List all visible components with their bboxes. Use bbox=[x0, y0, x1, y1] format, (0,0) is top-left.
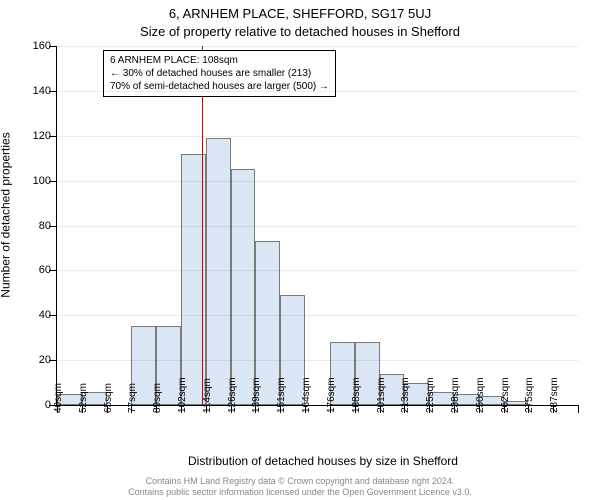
page-title-desc: Size of property relative to detached ho… bbox=[0, 24, 600, 39]
y-tick-label: 60 bbox=[39, 264, 57, 276]
x-tick-label: 225sqm bbox=[425, 377, 436, 413]
footer-attribution: Contains HM Land Registry data © Crown c… bbox=[0, 476, 600, 498]
gridline bbox=[57, 181, 578, 182]
x-axis-label: Distribution of detached houses by size … bbox=[56, 454, 590, 468]
gridline bbox=[57, 315, 578, 316]
y-tick-label: 20 bbox=[39, 354, 57, 366]
x-tick-label: 102sqm bbox=[177, 377, 188, 413]
x-tick-label: 139sqm bbox=[251, 377, 262, 413]
y-tick-label: 40 bbox=[39, 309, 57, 321]
y-tick-label: 80 bbox=[39, 220, 57, 232]
y-tick-label: 100 bbox=[33, 175, 57, 187]
x-tick-label: 114sqm bbox=[202, 378, 213, 413]
x-tick-label: 77sqm bbox=[127, 383, 138, 413]
histogram-plot: 6 ARNHEM PLACE: 108sqm← 30% of detached … bbox=[56, 46, 578, 406]
footer-line-2: Contains public sector information licen… bbox=[0, 487, 600, 498]
x-tick-label: 250sqm bbox=[475, 377, 486, 413]
gridline bbox=[57, 270, 578, 271]
x-tick-label: 275sqm bbox=[524, 377, 535, 413]
legend-line: ← 30% of detached houses are smaller (21… bbox=[110, 67, 329, 80]
gridline bbox=[57, 91, 578, 92]
bar bbox=[231, 169, 256, 405]
x-tick-label: 164sqm bbox=[301, 377, 312, 413]
x-tick-label: 176sqm bbox=[326, 377, 337, 413]
footer-line-1: Contains HM Land Registry data © Crown c… bbox=[0, 476, 600, 487]
x-tick-label: 188sqm bbox=[351, 377, 362, 413]
gridline bbox=[57, 360, 578, 361]
gridline bbox=[57, 136, 578, 137]
y-tick-label: 160 bbox=[33, 40, 57, 52]
x-tick-label: 151sqm bbox=[276, 377, 287, 413]
legend-line: 6 ARNHEM PLACE: 108sqm bbox=[110, 54, 329, 67]
x-tick-label: 213sqm bbox=[400, 377, 411, 413]
x-tick-label: 65sqm bbox=[103, 383, 114, 413]
gridline bbox=[57, 226, 578, 227]
x-tick bbox=[578, 405, 579, 413]
bar bbox=[206, 138, 231, 405]
y-tick-label: 120 bbox=[33, 130, 57, 142]
x-tick-label: 201sqm bbox=[376, 377, 387, 413]
y-axis-label: Number of detached properties bbox=[0, 0, 16, 430]
page-title-address: 6, ARNHEM PLACE, SHEFFORD, SG17 5UJ bbox=[0, 6, 600, 21]
x-tick-label: 126sqm bbox=[227, 377, 238, 413]
x-tick-label: 89sqm bbox=[152, 383, 163, 413]
x-tick-label: 40sqm bbox=[53, 383, 64, 413]
x-tick-label: 238sqm bbox=[450, 377, 461, 413]
x-tick-label: 52sqm bbox=[78, 383, 89, 413]
y-tick-label: 140 bbox=[33, 85, 57, 97]
gridline bbox=[57, 46, 578, 47]
x-tick-label: 262sqm bbox=[500, 377, 511, 413]
x-tick-label: 287sqm bbox=[549, 377, 560, 413]
